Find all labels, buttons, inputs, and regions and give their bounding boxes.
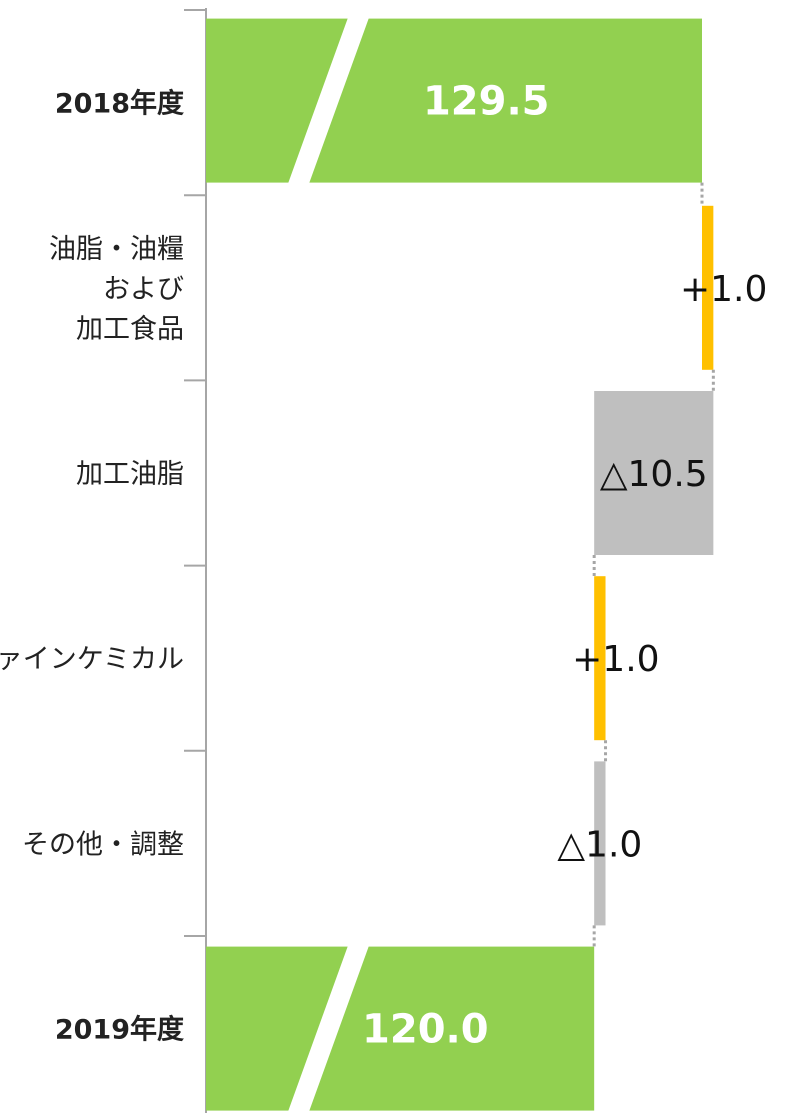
- category-label: 油脂・油糧: [49, 234, 184, 265]
- category-label: ファインケミカル: [0, 644, 184, 675]
- axis-break-mark: [288, 945, 369, 1112]
- data-label-change: △1.0: [557, 824, 642, 865]
- category-label: 2019年度: [55, 1014, 184, 1046]
- bar-total: [206, 18, 702, 183]
- data-label-change: +1.0: [680, 269, 767, 310]
- bar-increase: [702, 205, 714, 370]
- category-label: 加工油脂: [76, 459, 184, 490]
- category-label: 加工食品: [76, 314, 184, 345]
- axis-break-mark: [288, 17, 369, 184]
- category-axis: [184, 8, 207, 1113]
- bar-increase: [594, 576, 606, 741]
- data-label-change: △10.5: [600, 454, 708, 495]
- data-label-total: 120.0: [362, 1007, 489, 1053]
- category-label: その他・調整: [22, 829, 184, 860]
- data-label-change: +1.0: [572, 639, 659, 680]
- data-label-total: 129.5: [423, 79, 550, 125]
- connectors: [592, 182, 715, 947]
- category-label: および: [103, 274, 184, 305]
- bar-decrease: [594, 391, 714, 555]
- bars: [206, 17, 714, 1112]
- category-label: 2018年度: [55, 88, 184, 120]
- bar-decrease: [594, 761, 606, 926]
- bar-total: [206, 946, 595, 1111]
